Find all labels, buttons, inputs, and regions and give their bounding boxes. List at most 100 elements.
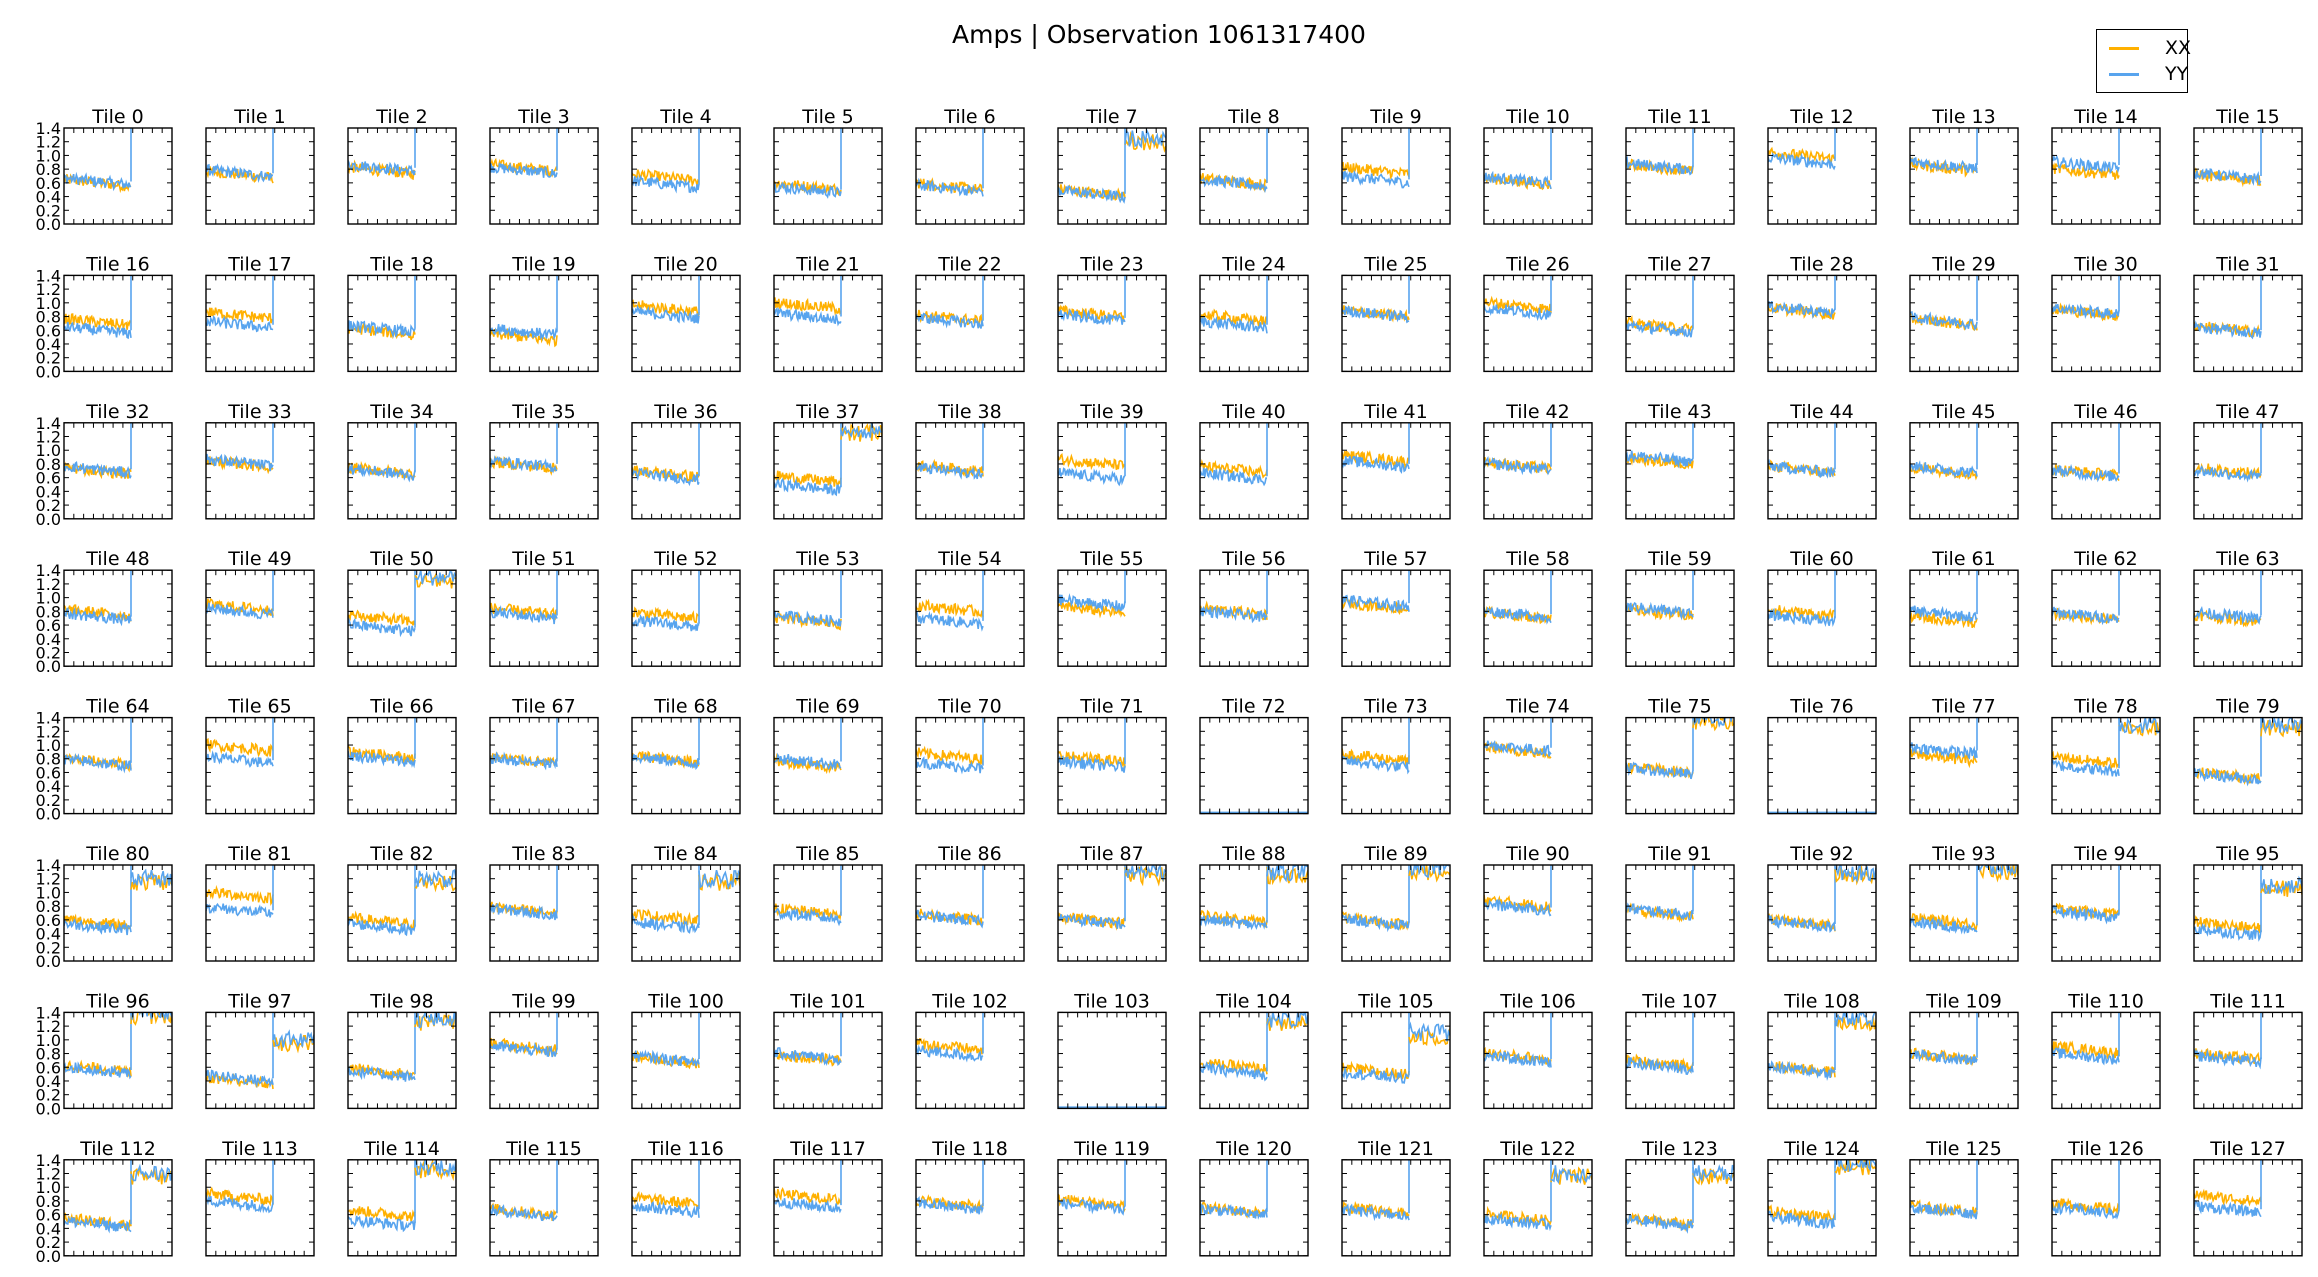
y-tick-label: 0.0 <box>36 215 61 234</box>
panel-40: Tile 40 <box>1199 401 1309 520</box>
panel-74: Tile 74 <box>1483 696 1593 815</box>
series-line-yy <box>490 162 558 178</box>
y-tick-label: 0.8 <box>36 160 61 179</box>
panel-48: Tile 48 0.00.20.40.60.81.01.21.4 <box>36 548 173 676</box>
panel-frame <box>489 422 599 520</box>
panel-frame <box>2051 422 2161 520</box>
panel-frame <box>631 127 741 225</box>
series-tail-yy <box>272 1029 314 1048</box>
panel-113: Tile 113 <box>205 1138 315 1257</box>
series-line-yy <box>1910 311 1978 331</box>
y-tick-label: 0.0 <box>36 1099 61 1118</box>
panel-title: Tile 114 <box>363 1138 440 1160</box>
panel-108: Tile 108 <box>1767 990 1877 1110</box>
panel-title: Tile 103 <box>1073 990 1150 1012</box>
panel-title: Tile 81 <box>227 843 292 865</box>
panel-frame <box>915 864 1025 962</box>
panel-title: Tile 88 <box>1221 843 1286 865</box>
panel-0: Tile 0 0.00.20.40.60.81.01.21.4 <box>36 106 173 234</box>
panel-title: Tile 115 <box>505 1138 582 1160</box>
panel-title: Tile 80 <box>85 843 150 865</box>
series-tail-yy <box>698 869 740 891</box>
panel-title: Tile 106 <box>1499 990 1576 1012</box>
series-line-xx <box>206 1186 274 1207</box>
series-tail-xx <box>1834 1016 1876 1032</box>
series-line-yy <box>632 613 700 632</box>
panel-frame <box>773 274 883 373</box>
series-line-xx <box>1484 1046 1552 1065</box>
panel-frame <box>1341 864 1451 962</box>
panel-20: Tile 20 <box>631 253 741 373</box>
series-line-yy <box>2194 606 2262 625</box>
series-line-xx <box>2052 750 2120 770</box>
panel-title: Tile 22 <box>937 253 1002 275</box>
series-line-yy <box>916 610 984 632</box>
series-line-xx <box>1342 161 1410 180</box>
panel-title: Tile 108 <box>1783 990 1860 1012</box>
panel-frame <box>1199 716 1309 815</box>
series-line-xx <box>1200 308 1268 328</box>
panel-title: Tile 48 <box>85 548 150 570</box>
series-line-yy <box>1626 902 1694 922</box>
panel-title: Tile 4 <box>659 106 711 128</box>
panel-11: Tile 11 <box>1625 106 1735 225</box>
panel-45: Tile 45 <box>1909 401 2019 520</box>
panel-43: Tile 43 <box>1625 401 1735 520</box>
panel-47: Tile 47 <box>2193 401 2303 520</box>
series-line-yy <box>1484 1050 1552 1068</box>
panel-10: Tile 10 <box>1483 106 1593 225</box>
panel-80: Tile 80 0.00.20.40.60.81.01.21.4 <box>36 843 173 971</box>
panel-frame <box>631 422 741 520</box>
panel-83: Tile 83 <box>489 843 599 962</box>
panel-frame <box>2193 864 2303 962</box>
panel-title: Tile 3 <box>517 106 569 128</box>
series-line-yy <box>490 1041 558 1058</box>
panel-title: Tile 101 <box>789 990 866 1012</box>
panel-frame <box>1767 274 1877 373</box>
y-tick-label: 1.4 <box>36 414 61 433</box>
panel-frame <box>915 716 1025 815</box>
series-line-yy <box>1910 460 1978 479</box>
series-line-yy <box>1626 601 1694 621</box>
series-line-yy <box>774 752 842 771</box>
panel-66: Tile 66 <box>347 696 457 815</box>
panel-53: Tile 53 <box>773 548 883 667</box>
panel-112: Tile 112 0.00.20.40.60.81.01.21.4 <box>36 1138 173 1266</box>
panel-title: Tile 11 <box>1647 106 1712 128</box>
panel-76: Tile 76 <box>1767 696 1877 815</box>
series-line-xx <box>1058 453 1126 471</box>
panel-title: Tile 49 <box>227 548 292 570</box>
y-tick-label: 1.2 <box>36 1017 61 1036</box>
series-line-yy <box>1058 754 1126 773</box>
panel-title: Tile 82 <box>369 843 434 865</box>
panel-116: Tile 116 <box>631 1138 741 1257</box>
panel-title: Tile 13 <box>1931 106 1996 128</box>
panel-title: Tile 14 <box>2073 106 2138 128</box>
panel-frame <box>631 716 741 815</box>
series-line-yy <box>1342 594 1410 614</box>
panel-frame <box>63 716 173 815</box>
panel-12: Tile 12 <box>1767 106 1877 225</box>
panel-frame <box>63 274 173 373</box>
series-tail-yy <box>840 422 882 439</box>
y-tick-label: 0.0 <box>36 510 61 529</box>
panel-105: Tile 105 <box>1341 990 1451 1110</box>
legend-label-yy: YY <box>2165 63 2189 85</box>
panel-frame <box>1199 569 1309 667</box>
panel-title: Tile 6 <box>943 106 995 128</box>
panel-title: Tile 44 <box>1789 401 1854 423</box>
series-line-yy <box>1768 151 1836 171</box>
series-line-yy <box>206 453 274 472</box>
panel-104: Tile 104 <box>1199 990 1309 1110</box>
series-tail-yy <box>2260 717 2302 734</box>
series-line-xx <box>1484 740 1552 760</box>
y-tick-label: 0.4 <box>36 482 61 501</box>
series-line-yy <box>206 902 274 918</box>
y-tick-label: 0.4 <box>36 188 61 207</box>
panel-frame <box>63 127 173 225</box>
y-tick-label: 0.8 <box>36 308 61 327</box>
series-tail-yy <box>1692 717 1734 728</box>
panel-title: Tile 98 <box>369 990 434 1012</box>
panel-50: Tile 50 <box>347 548 457 667</box>
